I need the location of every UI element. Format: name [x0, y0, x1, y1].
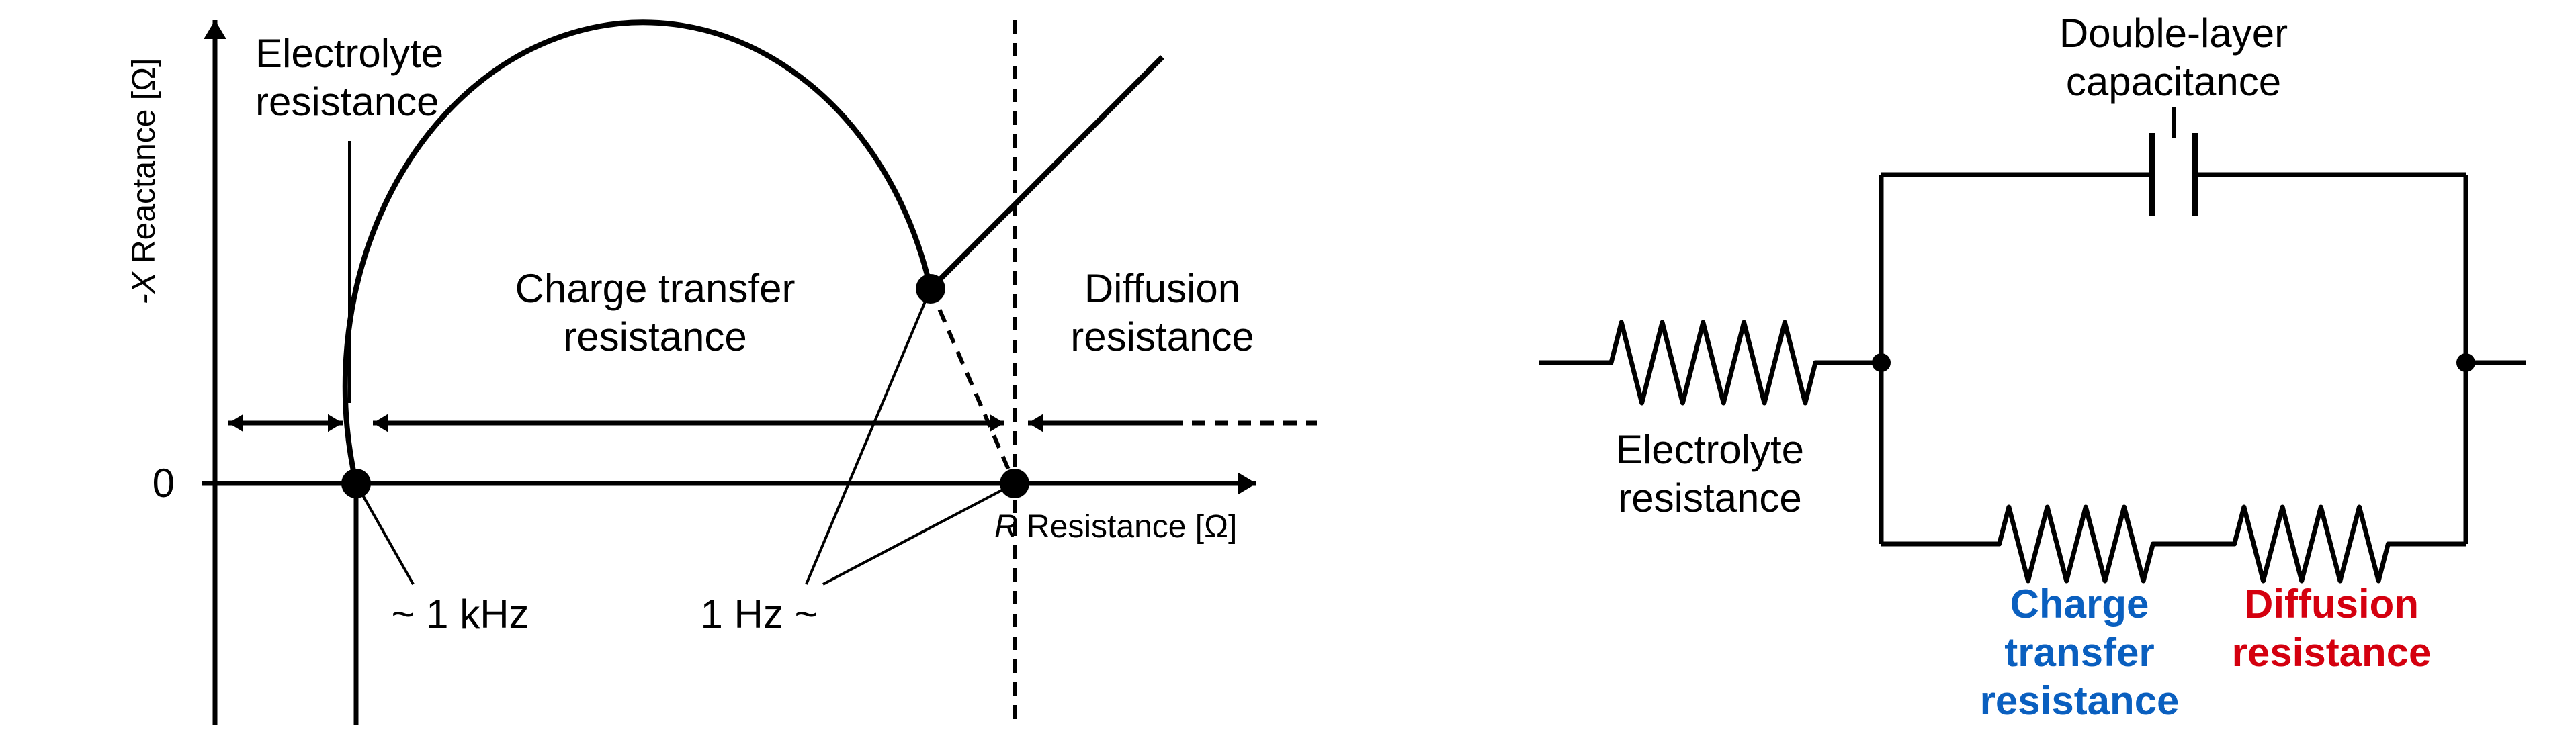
circuit-rct-label-l1: Charge [2010, 582, 2149, 627]
figure-container: { "figure": { "width": 3834, "height": 1… [0, 0, 2576, 740]
y-axis-label: -X Reactance [Ω] [126, 58, 162, 305]
diffusion-resistor [2224, 507, 2399, 581]
ct-label-l1: Charge transfer [515, 266, 796, 311]
diffusion-tail [931, 57, 1162, 289]
arrowhead [373, 414, 388, 432]
svg-text:-X Reactance [Ω]: -X Reactance [Ω] [126, 58, 162, 305]
figure-svg: 0 -X Reactance [Ω] R Resistance [Ω] Electro… [0, 0, 2576, 740]
charge-transfer-resistor [1989, 507, 2163, 581]
arrowhead [990, 414, 1004, 432]
hf-freq-label: ~ 1 kHz [391, 592, 529, 637]
lf-leader-1 [806, 289, 931, 584]
axis-zero-label: 0 [153, 461, 175, 506]
lf-leader-2 [823, 483, 1015, 584]
arrowhead [1028, 414, 1043, 432]
diffusion-label-l1: Diffusion [1084, 266, 1240, 311]
axis-dot [1000, 469, 1029, 498]
lf-freq-label: 1 Hz ~ [700, 592, 818, 637]
circuit-re-label-l2: resistance [1618, 475, 1801, 520]
lf-dot [916, 274, 945, 304]
electrolyte-label-l2: resistance [255, 79, 439, 124]
circuit-rw-label-l1: Diffusion [2244, 582, 2419, 627]
arrowhead [328, 414, 343, 432]
circuit-rct-label-l2: transfer [2004, 630, 2154, 675]
diffusion-label-l2: resistance [1070, 314, 1254, 359]
arrowhead [1238, 472, 1256, 495]
cap-label-l1: Double-layer [2059, 11, 2288, 56]
electrolyte-resistor [1599, 322, 1828, 403]
electrolyte-label-l1: Electrolyte [255, 31, 443, 76]
cap-label-l2: capacitance [2066, 59, 2281, 104]
circuit-rct-label-l3: resistance [1980, 678, 2180, 723]
circuit-rw-label-l2: resistance [2232, 630, 2432, 675]
ct-label-l2: resistance [563, 314, 746, 359]
hf-leader [356, 483, 413, 584]
semicircle-extension-dashed [931, 289, 1015, 483]
arrowhead [228, 414, 243, 432]
hf-dot [341, 469, 371, 498]
circuit-re-label-l1: Electrolyte [1616, 427, 1804, 472]
arrowhead [204, 20, 226, 39]
x-axis-label: R Resistance [Ω] [994, 509, 1237, 545]
